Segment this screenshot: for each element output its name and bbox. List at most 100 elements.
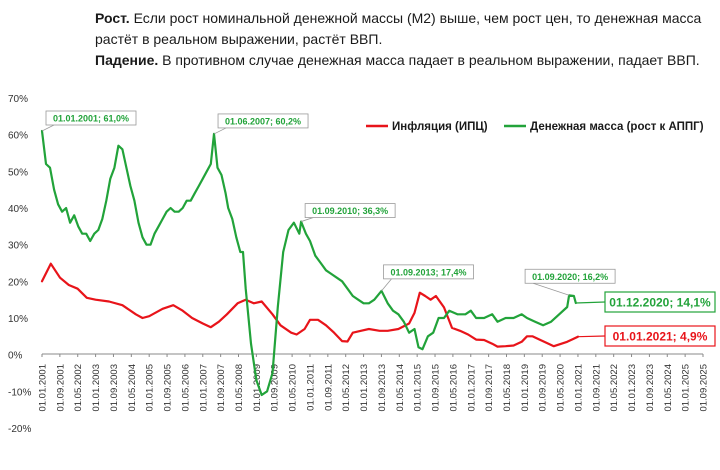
inflation-point <box>304 328 306 330</box>
inflation-point <box>172 304 174 306</box>
end-label-box <box>604 325 716 347</box>
money-supply-point <box>113 167 115 169</box>
money-supply-point <box>417 346 420 348</box>
money-supply-point <box>194 192 196 194</box>
money-supply-point <box>483 317 485 319</box>
inflation-point <box>491 343 493 345</box>
growth-text: Если рост номинальной денежной массы (М2… <box>95 10 702 47</box>
y-tick-label: 60% <box>8 131 28 142</box>
money-supply-point <box>526 317 528 319</box>
inflation-point <box>413 312 416 314</box>
money-supply-point <box>109 178 111 180</box>
money-supply-point <box>245 288 247 290</box>
x-tick-label: 01.09.2017 <box>484 364 495 412</box>
money-supply-point <box>141 236 144 238</box>
legend-label: Денежная масса (рост к АППГ) <box>530 121 704 133</box>
inflation-point <box>191 317 193 319</box>
money-supply-point <box>153 233 156 235</box>
x-tick-label: 01.09.2015 <box>431 364 442 412</box>
legend: Инфляция (ИПЦ) Денежная масса (рост к АПП… <box>366 121 704 133</box>
money-supply-point <box>190 200 192 202</box>
money-supply-point <box>542 324 544 326</box>
inflation-point <box>50 263 52 265</box>
money-supply-point <box>255 379 257 381</box>
inflation-point <box>571 338 574 340</box>
money-supply-point <box>161 218 164 220</box>
x-tick-label: 01.01.2011 <box>305 364 316 411</box>
end-label-text: 01.01.2021; 4,9% <box>613 330 708 344</box>
money-supply-point <box>287 229 290 231</box>
money-supply-point <box>227 207 229 209</box>
y-tick-label: 30% <box>8 241 28 252</box>
annotation-label: 01.09.2020; 16,2% <box>532 272 608 282</box>
x-tick-label: 01.09.2013 <box>377 364 388 412</box>
money-supply-point <box>198 185 200 187</box>
growth-label: Рост. <box>95 10 130 26</box>
money-supply-point <box>239 251 241 253</box>
inflation-point <box>77 288 79 290</box>
money-supply-point <box>309 240 311 242</box>
inflation-point <box>341 340 343 342</box>
inflation-point <box>237 302 239 304</box>
annotation-leader <box>300 217 314 222</box>
money-supply-point <box>85 233 87 235</box>
money-supply-point <box>57 203 59 205</box>
money-supply-point <box>206 170 208 172</box>
x-tick-label: 01.05.2020 <box>556 364 567 412</box>
money-supply-point <box>53 189 55 191</box>
y-tick-label: 70% <box>8 94 28 105</box>
inflation-point <box>513 344 515 347</box>
money-supply-point <box>427 335 429 337</box>
x-tick-label: 01.05.2024 <box>663 364 674 412</box>
annotation-label: 01.09.2010; 36,3% <box>312 206 388 216</box>
annotation-label: 01.06.2007; 60,2% <box>225 116 301 126</box>
inflation-point <box>333 332 335 334</box>
x-tick-label: 01.09.2003 <box>109 364 120 412</box>
money-supply-point <box>182 207 184 209</box>
money-supply-point <box>149 244 152 246</box>
money-supply-point <box>573 295 575 297</box>
inflation-point <box>108 300 110 303</box>
money-supply-point <box>133 200 136 202</box>
end-label-leader <box>575 301 606 304</box>
inflation-point <box>429 299 432 301</box>
money-supply-point <box>121 148 123 150</box>
inflation-point <box>261 300 263 303</box>
x-tick-label: 01.05.2006 <box>180 364 191 412</box>
y-tick-label: 40% <box>8 204 28 215</box>
money-supply-point <box>45 163 47 165</box>
x-tick-label: 01.09.2023 <box>645 364 656 412</box>
inflation-point <box>94 299 97 301</box>
money-supply-point <box>166 211 168 213</box>
money-supply-point <box>298 233 300 235</box>
inflation-point <box>202 322 204 325</box>
inflation-point <box>141 317 144 319</box>
money-supply-point <box>456 313 458 315</box>
money-supply-point <box>341 280 343 282</box>
x-tick-label: 01.05.2014 <box>395 364 406 412</box>
x-tick-label: 01.01.2021 <box>573 364 584 412</box>
x-tick-label: 01.05.2022 <box>609 364 620 412</box>
money-supply-point <box>117 145 119 147</box>
inflation-point <box>135 313 137 315</box>
money-supply-point <box>282 251 284 253</box>
inflation-point <box>161 308 164 310</box>
money-supply-point <box>210 163 212 165</box>
x-tick-label: 01.09.2021 <box>591 364 602 412</box>
inflation-point <box>295 333 298 336</box>
end-label-box <box>604 291 716 313</box>
money-supply-point <box>178 211 180 213</box>
money-supply-point <box>250 343 252 345</box>
inflation-point <box>387 330 389 332</box>
money-supply-point <box>330 273 333 275</box>
x-tick-label: 01.01.2001 <box>38 364 49 412</box>
inflation-point <box>279 324 282 326</box>
money-supply-point <box>432 332 434 334</box>
money-supply-point <box>293 222 295 224</box>
x-tick-label: 01.01.2003 <box>91 364 102 412</box>
money-supply-point <box>81 233 83 235</box>
inflation-point <box>346 340 349 343</box>
inflation-point <box>226 313 228 315</box>
money-supply-point <box>105 200 107 202</box>
inflation-point <box>290 332 292 334</box>
